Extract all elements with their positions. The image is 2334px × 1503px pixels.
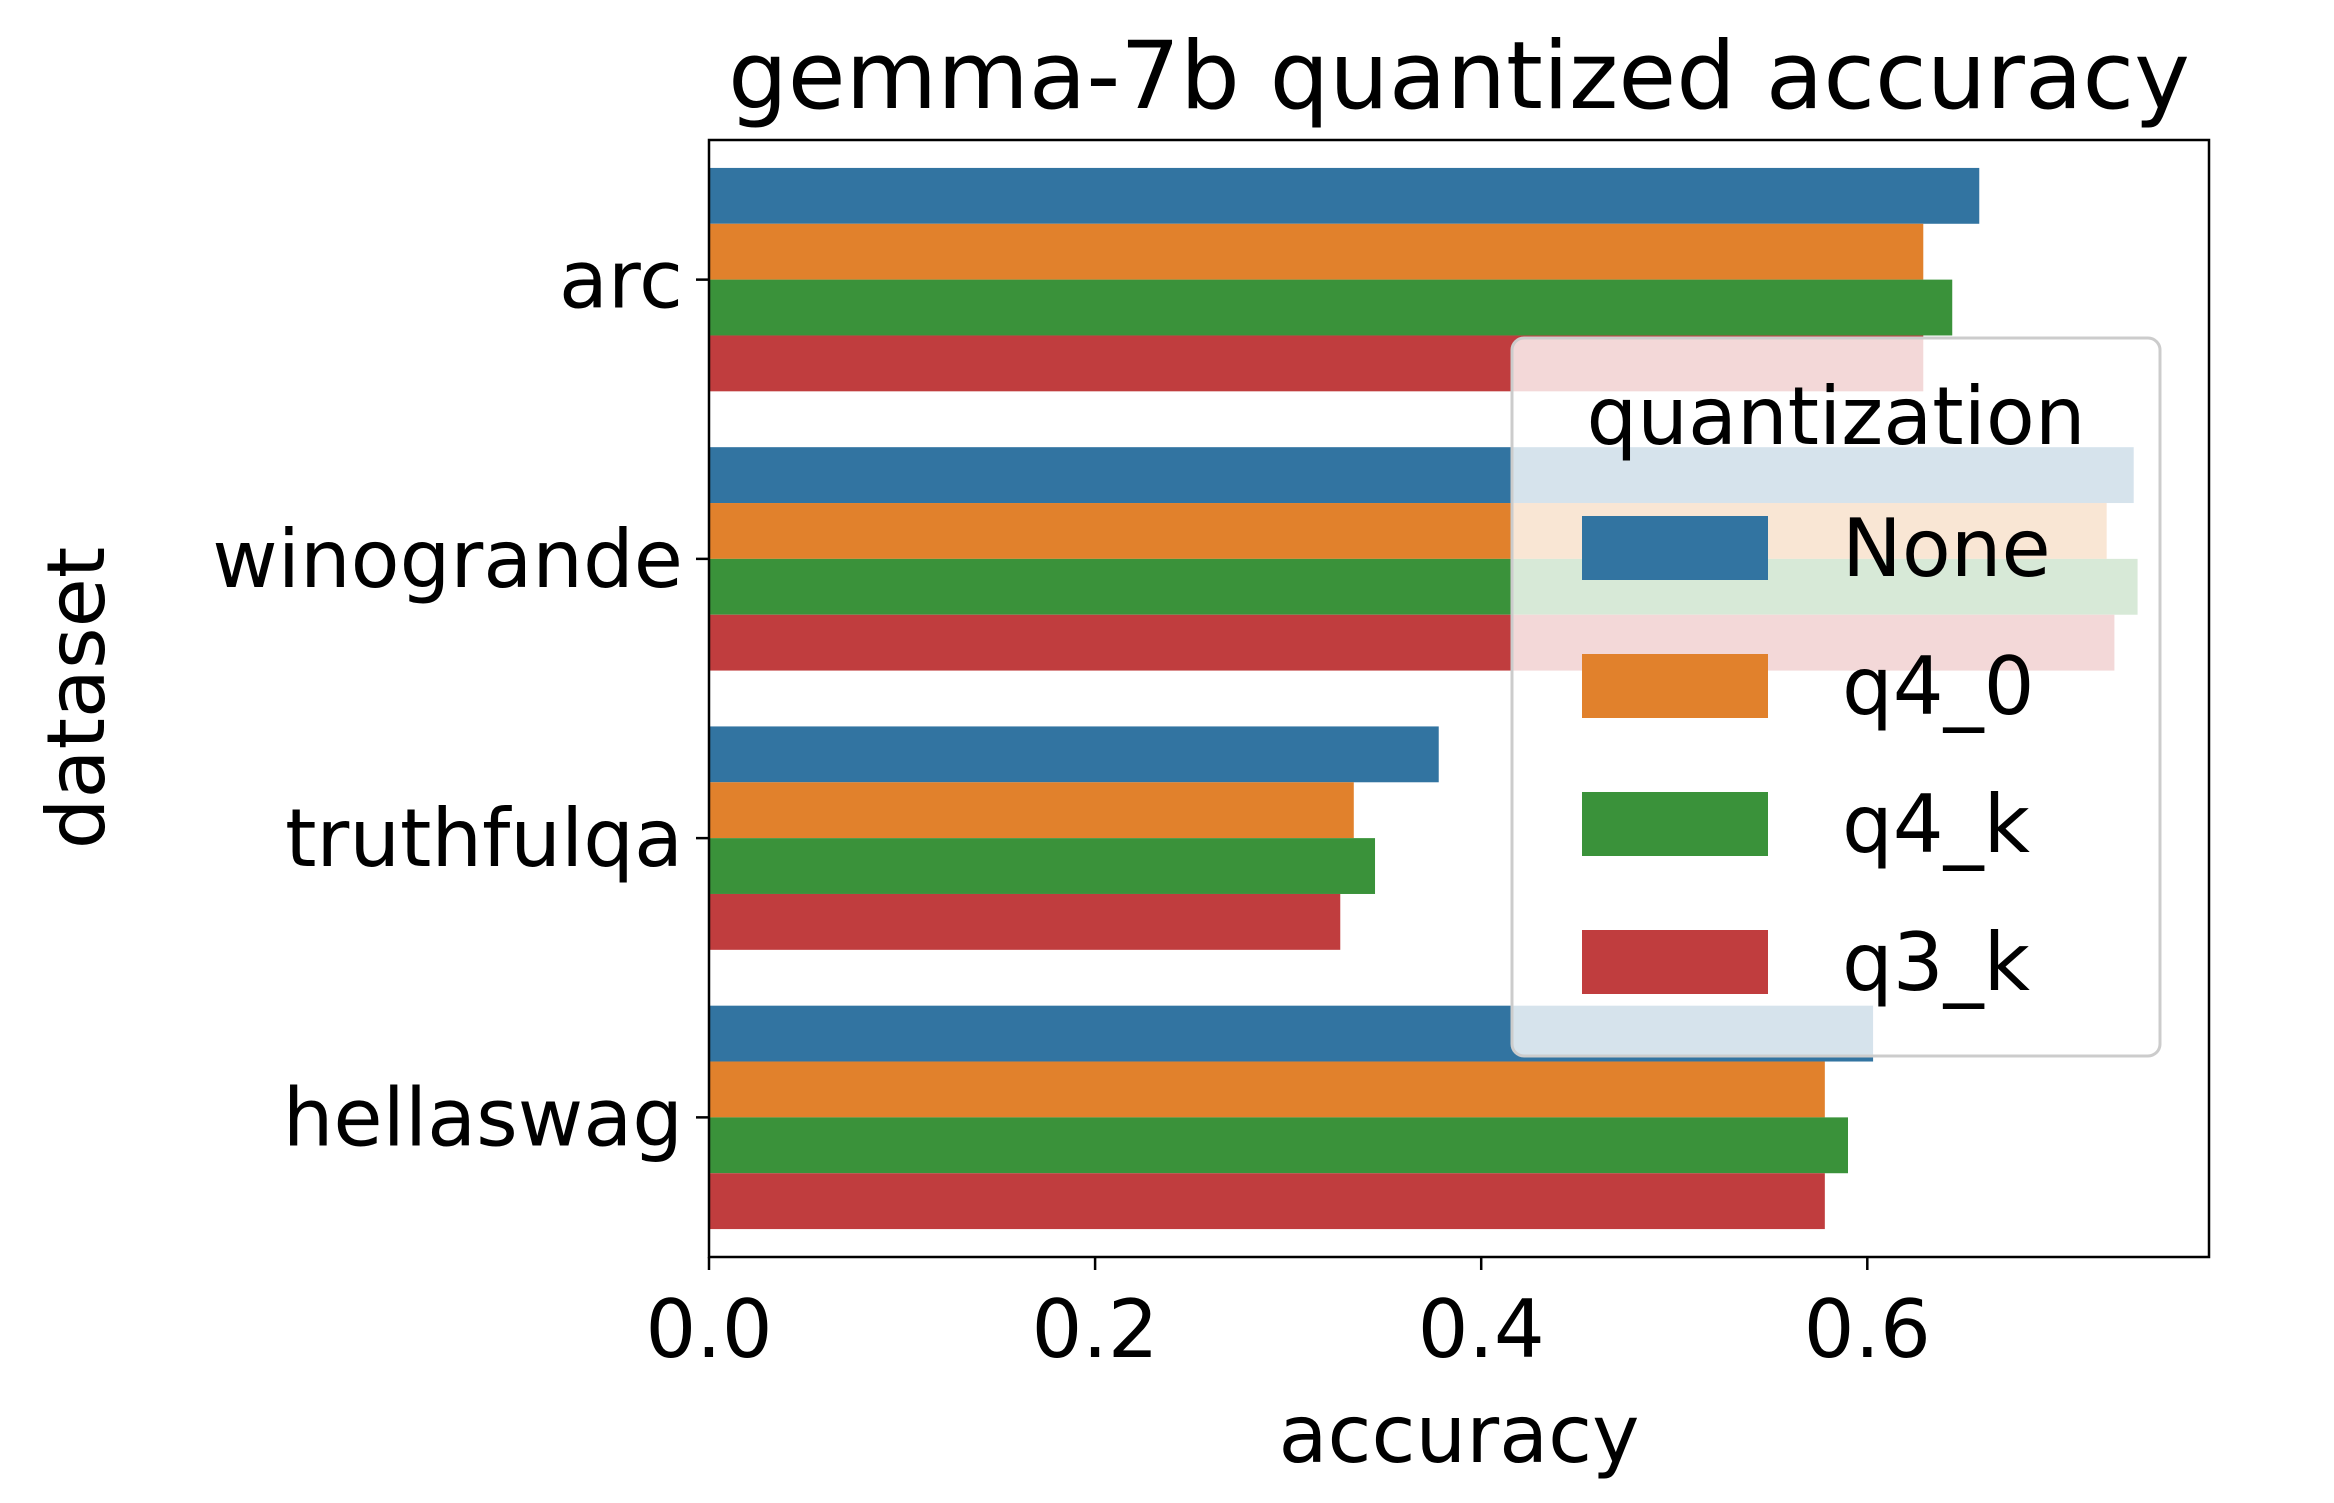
- legend-title: quantization: [1586, 370, 2085, 463]
- legend: quantization None q4_0 q4_k q3_k: [1510, 336, 2162, 1058]
- legend-label-q4-0: q4_0: [1842, 640, 2035, 733]
- x-axis-label: accuracy: [1279, 1388, 1640, 1481]
- bar-truthfulqa-q3-k: [709, 893, 1341, 950]
- x-tick-label: 0.2: [1031, 1283, 1158, 1376]
- y-tick-label-truthfulqa: truthfulqa: [285, 792, 683, 885]
- x-tick-label: 0.6: [1804, 1283, 1931, 1376]
- legend-swatch-q4-0: [1582, 654, 1768, 718]
- plot-frame: [707, 138, 2211, 1259]
- bar-hellaswag-q4-0: [709, 1061, 1825, 1118]
- legend-swatch-q4-k: [1582, 792, 1768, 856]
- legend-swatch-none: [1582, 516, 1768, 580]
- legend-label-q3-k: q3_k: [1842, 916, 2031, 1009]
- bar-truthfulqa-q4-k: [709, 838, 1376, 894]
- legend-label-none: None: [1842, 502, 2051, 595]
- bar-truthfulqa-q4-0: [709, 782, 1354, 839]
- x-tick-label: 0.0: [645, 1283, 772, 1376]
- chart-title: gemma-7b quantized accuracy: [728, 22, 2190, 131]
- legend-swatch-q3-k: [1582, 930, 1768, 994]
- y-tick-label-winogrande: winogrande: [212, 513, 683, 606]
- y-axis-label: dataset: [30, 547, 123, 849]
- bar-hellaswag-q4-k: [709, 1117, 1848, 1174]
- bar-truthfulqa-none: [709, 726, 1439, 783]
- legend-items: None q4_0 q4_k q3_k: [1582, 502, 2051, 1009]
- y-tick-label-hellaswag: hellaswag: [283, 1071, 683, 1164]
- axis-ticks: arc winogrande truthfulqa hellaswag 0.0 0.2 0.…: [212, 234, 1931, 1376]
- bar-arc-q4-k: [709, 279, 1953, 336]
- bar-arc-q4-0: [709, 223, 1924, 280]
- y-tick-label-arc: arc: [559, 234, 683, 327]
- legend-label-q4-k: q4_k: [1842, 778, 2031, 871]
- bar-arc-none: [709, 167, 1980, 224]
- bar-hellaswag-q3-k: [709, 1173, 1825, 1230]
- x-tick-label: 0.4: [1418, 1283, 1545, 1376]
